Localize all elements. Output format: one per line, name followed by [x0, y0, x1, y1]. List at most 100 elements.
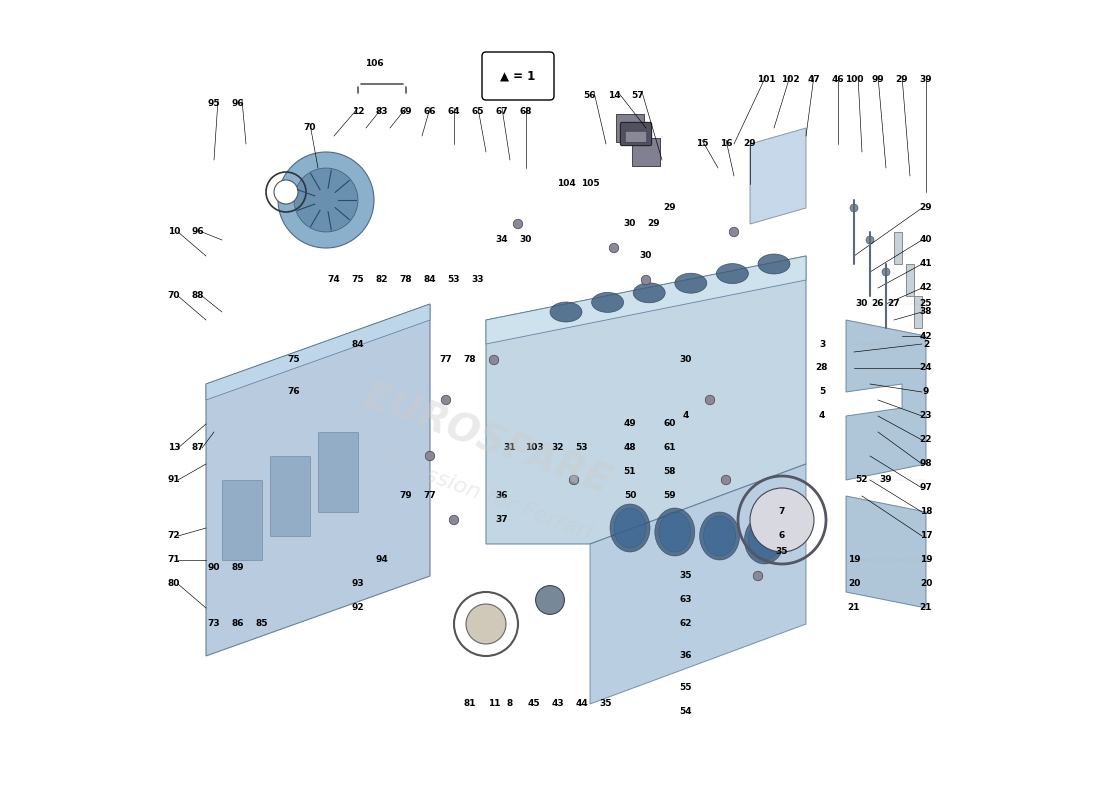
Text: 86: 86 — [232, 619, 244, 629]
Circle shape — [866, 236, 874, 244]
Text: 35: 35 — [600, 699, 613, 709]
Ellipse shape — [748, 520, 780, 560]
Text: 2: 2 — [923, 339, 930, 349]
Text: 59: 59 — [663, 491, 676, 501]
Text: 75: 75 — [352, 275, 364, 285]
Text: 79: 79 — [399, 491, 412, 501]
Text: 50: 50 — [624, 491, 636, 501]
Polygon shape — [846, 496, 926, 608]
Text: 30: 30 — [624, 219, 636, 229]
Text: 35: 35 — [680, 571, 692, 581]
Text: 25: 25 — [920, 299, 933, 309]
Text: 28: 28 — [816, 363, 828, 373]
Text: 43: 43 — [552, 699, 564, 709]
Text: 17: 17 — [920, 531, 933, 541]
Text: 29: 29 — [920, 203, 933, 213]
Text: 96: 96 — [191, 227, 205, 237]
Text: 105: 105 — [581, 179, 600, 189]
Text: 3: 3 — [818, 339, 825, 349]
Polygon shape — [750, 128, 806, 224]
Text: 90: 90 — [208, 563, 220, 573]
Text: 19: 19 — [920, 555, 933, 565]
Text: 74: 74 — [328, 275, 340, 285]
Text: 33: 33 — [472, 275, 484, 285]
Text: 8: 8 — [507, 699, 513, 709]
Text: 92: 92 — [352, 603, 364, 613]
Text: 38: 38 — [920, 307, 933, 317]
Polygon shape — [206, 304, 430, 656]
Text: 93: 93 — [352, 579, 364, 589]
Text: 103: 103 — [525, 443, 543, 453]
Text: 29: 29 — [895, 75, 909, 85]
Ellipse shape — [700, 512, 739, 560]
Text: 75: 75 — [288, 355, 300, 365]
Ellipse shape — [610, 504, 650, 552]
Text: 30: 30 — [520, 235, 532, 245]
Text: 78: 78 — [399, 275, 412, 285]
Text: 31: 31 — [504, 443, 516, 453]
Text: 76: 76 — [288, 387, 300, 397]
Polygon shape — [846, 320, 926, 480]
Text: 62: 62 — [680, 619, 692, 629]
Text: 64: 64 — [448, 107, 460, 117]
Text: 46: 46 — [832, 75, 845, 85]
Text: 56: 56 — [584, 91, 596, 101]
Text: 102: 102 — [781, 75, 800, 85]
Text: 24: 24 — [920, 363, 933, 373]
Text: 84: 84 — [352, 339, 364, 349]
Text: 14: 14 — [607, 91, 620, 101]
Circle shape — [466, 604, 506, 644]
Text: 88: 88 — [191, 291, 205, 301]
Text: 63: 63 — [680, 595, 692, 605]
Text: 81: 81 — [464, 699, 476, 709]
Ellipse shape — [592, 292, 624, 312]
Text: 6: 6 — [779, 531, 785, 541]
Text: 37: 37 — [496, 515, 508, 525]
Ellipse shape — [745, 516, 784, 564]
Text: 39: 39 — [920, 75, 933, 85]
Text: 49: 49 — [624, 419, 637, 429]
Polygon shape — [486, 256, 806, 344]
Ellipse shape — [674, 273, 707, 293]
Bar — [631, 138, 660, 166]
Text: EUROSPARE: EUROSPARE — [358, 378, 615, 502]
Text: 66: 66 — [424, 107, 437, 117]
Circle shape — [729, 227, 739, 237]
Text: 91: 91 — [167, 475, 180, 485]
Circle shape — [850, 204, 858, 212]
Circle shape — [722, 475, 730, 485]
Circle shape — [641, 275, 651, 285]
FancyBboxPatch shape — [482, 52, 554, 100]
Text: 47: 47 — [807, 75, 821, 85]
Text: 30: 30 — [680, 355, 692, 365]
Bar — [318, 432, 358, 512]
Text: 77: 77 — [440, 355, 452, 365]
Text: 30: 30 — [640, 251, 652, 261]
Text: 58: 58 — [663, 467, 676, 477]
Circle shape — [750, 488, 814, 552]
Text: 65: 65 — [472, 107, 484, 117]
FancyBboxPatch shape — [620, 122, 651, 146]
FancyBboxPatch shape — [625, 131, 647, 142]
Text: 84: 84 — [424, 275, 437, 285]
Text: 22: 22 — [920, 435, 933, 445]
Text: 85: 85 — [255, 619, 268, 629]
Text: 29: 29 — [744, 139, 757, 149]
Text: 78: 78 — [464, 355, 476, 365]
Text: 51: 51 — [624, 467, 636, 477]
Text: 73: 73 — [208, 619, 220, 629]
Text: 21: 21 — [848, 603, 860, 613]
Circle shape — [441, 395, 451, 405]
Text: 89: 89 — [232, 563, 244, 573]
Text: 95: 95 — [208, 99, 220, 109]
Text: 42: 42 — [920, 283, 933, 293]
Text: 104: 104 — [557, 179, 575, 189]
Text: 52: 52 — [856, 475, 868, 485]
Text: 13: 13 — [167, 443, 180, 453]
Text: 15: 15 — [695, 139, 708, 149]
Bar — [222, 480, 262, 560]
Text: 80: 80 — [168, 579, 180, 589]
Text: 94: 94 — [375, 555, 388, 565]
Text: 34: 34 — [496, 235, 508, 245]
Circle shape — [705, 395, 715, 405]
